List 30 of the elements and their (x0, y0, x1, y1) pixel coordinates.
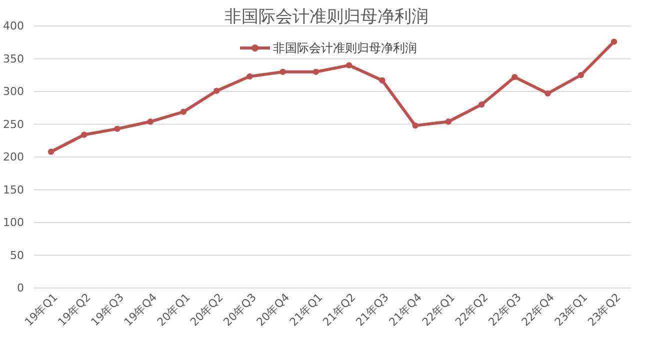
point (180, 108, 187, 115)
y-tick-label: 50 (10, 248, 24, 262)
chart-title: 非国际会计准则归母净利润 (224, 7, 428, 27)
y-tick-label: 400 (3, 20, 24, 33)
y-tick-label: 0 (17, 282, 24, 295)
point (280, 68, 286, 75)
y-tick-label: 100 (3, 216, 24, 230)
point (478, 102, 485, 108)
point (512, 74, 518, 80)
point (578, 72, 584, 78)
y-tick-label: 250 (3, 118, 24, 131)
point (379, 77, 386, 84)
point (544, 90, 551, 97)
point (445, 118, 452, 125)
point (312, 68, 320, 75)
y-tick-label: 200 (3, 150, 24, 164)
point (147, 118, 154, 125)
y-tick-label: 150 (3, 183, 24, 196)
x-tick-label: 23年Q2 (585, 290, 624, 329)
point (412, 122, 418, 129)
point (246, 73, 253, 80)
point (81, 132, 88, 138)
point (346, 62, 352, 68)
point (610, 38, 618, 45)
point (114, 126, 120, 132)
legend-label: 非国际会计准则归母净利润 (273, 41, 417, 55)
y-tick-label: 350 (3, 52, 24, 66)
point (48, 148, 54, 155)
point (214, 88, 220, 94)
y-tick-label: 300 (3, 85, 24, 98)
